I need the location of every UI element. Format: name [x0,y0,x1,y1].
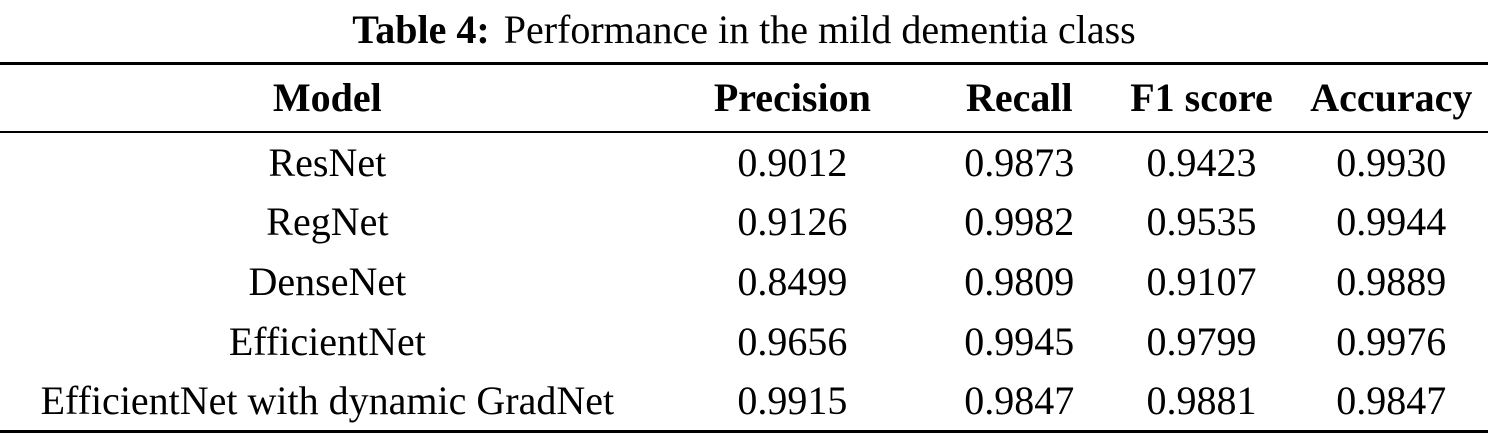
f1-score-cell: 0.9799 [1146,319,1257,364]
column-header-model: Model [272,75,382,121]
precision-cell: 0.9915 [737,378,848,424]
f1-score-cell: 0.9881 [1146,378,1257,424]
f1-score-cell: 0.9107 [1146,259,1257,304]
precision-cell: 0.9656 [737,319,848,364]
header-row: Model Precision Recall F1 score Accuracy [0,64,1488,132]
model-name-cell: ResNet [268,139,387,185]
performance-table: Model Precision Recall F1 score Accuracy… [0,62,1488,433]
column-header-accuracy: Accuracy [1310,75,1473,121]
accuracy-cell: 0.9847 [1336,378,1447,424]
model-name-cell: RegNet [266,199,389,244]
recall-cell: 0.9847 [964,378,1075,424]
column-header-f1-score: F1 score [1130,75,1273,121]
recall-cell: 0.9809 [964,259,1075,304]
caption-label: Table 4: [352,7,490,52]
accuracy-cell: 0.9930 [1336,139,1447,185]
table-row-densenet: DenseNet 0.8499 0.9809 0.9107 0.9889 [0,252,1488,312]
recall-cell: 0.9873 [964,139,1075,185]
table-row-efficientnet-dynamic-gradnet: EfficientNet with dynamic GradNet 0.9915… [0,372,1488,432]
accuracy-cell: 0.9944 [1336,199,1447,244]
accuracy-cell: 0.9889 [1336,259,1447,304]
column-header-recall: Recall [965,75,1073,121]
f1-score-cell: 0.9535 [1146,199,1257,244]
precision-cell: 0.9126 [737,199,848,244]
column-header-precision: Precision [713,75,871,121]
table-row-efficientnet: EfficientNet 0.9656 0.9945 0.9799 0.9976 [0,312,1488,372]
precision-cell: 0.8499 [737,259,848,304]
table-row-regnet: RegNet 0.9126 0.9982 0.9535 0.9944 [0,192,1488,252]
accuracy-cell: 0.9976 [1336,319,1447,364]
precision-cell: 0.9012 [737,139,848,185]
model-name-cell: EfficientNet with dynamic GradNet [40,378,615,424]
recall-cell: 0.9982 [964,199,1075,244]
recall-cell: 0.9945 [964,319,1075,364]
caption-text: Performance in the mild dementia class [503,7,1136,52]
f1-score-cell: 0.9423 [1146,139,1257,185]
model-name-cell: EfficientNet [228,319,426,364]
model-name-cell: DenseNet [248,259,407,304]
table-row-resnet: ResNet 0.9012 0.9873 0.9423 0.9930 [0,132,1488,192]
table-caption: Table 4: Performance in the mild dementia… [0,0,1488,62]
